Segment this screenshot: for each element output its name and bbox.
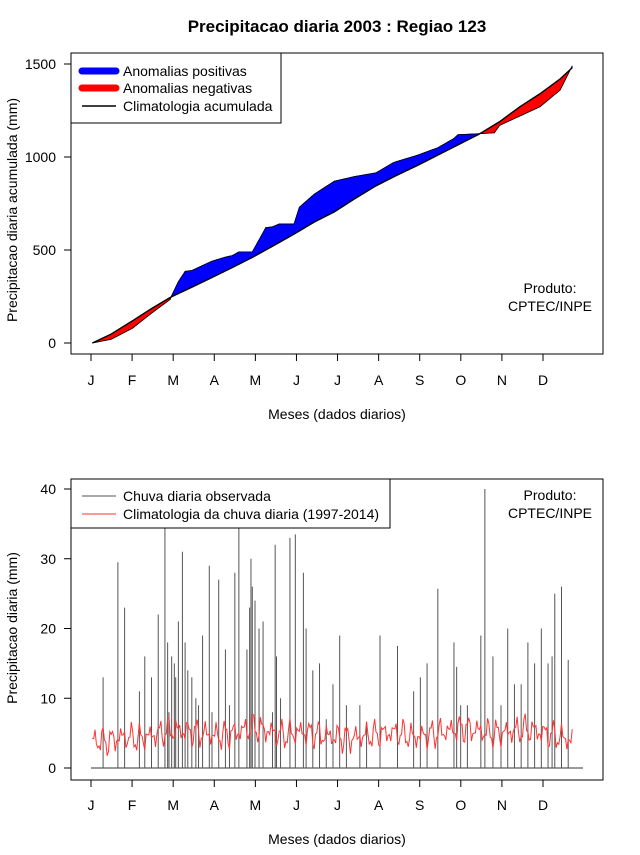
x-tick-label: D <box>538 372 548 388</box>
y-tick-label: 1500 <box>25 56 56 72</box>
x-tick-label: A <box>210 372 220 388</box>
x-tick-label: M <box>167 372 179 388</box>
climatology-cumulative-line <box>92 67 573 344</box>
annotation-produto-top: Produto: <box>524 280 577 296</box>
x-tick-label: A <box>374 372 384 388</box>
legend-label-negative: Anomalias negativas <box>123 80 252 96</box>
x-tick-label: O <box>455 797 466 813</box>
legend-label-climatology: Climatologia acumulada <box>123 98 273 114</box>
daily-observed-bars <box>102 489 569 768</box>
plot-box-top <box>70 52 604 355</box>
y-axis-top: 0 500 1000 1500 <box>25 56 71 351</box>
annotation-produto-bottom: Produto: <box>524 487 577 503</box>
x-tick-label: S <box>415 372 424 388</box>
legend-top: Anomalias positivas Anomalias negativas … <box>70 52 282 124</box>
x-tick-label: D <box>538 797 548 813</box>
legend-box-bottom <box>70 478 391 529</box>
x-tick-label: J <box>334 372 341 388</box>
observed-cumulative-line <box>92 65 573 344</box>
annotation-source-top: CPTEC/INPE <box>508 298 592 314</box>
x-axis-label-bottom: Meses (dados diarios) <box>268 831 406 847</box>
legend-label-observed: Chuva diaria observada <box>123 488 271 504</box>
y-tick-label: 0 <box>48 335 56 351</box>
x-tick-label: S <box>415 797 424 813</box>
chart-title: Precipitacao diaria 2003 : Regiao 123 <box>188 17 487 36</box>
x-tick-label: N <box>497 372 507 388</box>
y-tick-label: 0 <box>48 760 56 776</box>
y-axis-label-bottom: Precipitacao diaria (mm) <box>4 552 20 704</box>
y-tick-label: 10 <box>40 690 56 706</box>
x-tick-label: M <box>250 797 262 813</box>
x-tick-label: J <box>334 797 341 813</box>
y-tick-label: 1000 <box>25 149 56 165</box>
x-tick-label: F <box>128 372 137 388</box>
x-tick-label: J <box>293 797 300 813</box>
y-tick-label: 500 <box>33 242 57 258</box>
annotation-source-bottom: CPTEC/INPE <box>508 505 592 521</box>
daily-climatology-line <box>92 713 573 756</box>
y-tick-label: 40 <box>40 481 56 497</box>
x-tick-label: M <box>167 797 179 813</box>
daily-precip-chart: 0 10 20 30 40 J F M A M J J A S O N D Precipitacao diar… <box>4 478 604 847</box>
legend-bottom: Chuva diaria observada Climatologia da c… <box>70 478 391 529</box>
y-axis-bottom: 0 10 20 30 40 <box>40 481 71 776</box>
x-tick-label: J <box>88 797 95 813</box>
cumulative-precip-chart: 0 500 1000 1500 J F M A M J J A S O N D Precipitacao d… <box>4 52 604 422</box>
x-tick-label: O <box>455 372 466 388</box>
y-axis-label-top: Precipitacao diaria acumulada (mm) <box>4 98 20 322</box>
x-tick-label: A <box>210 797 220 813</box>
x-tick-label: J <box>293 372 300 388</box>
x-axis-label-top: Meses (dados diarios) <box>268 406 406 422</box>
legend-label-positive: Anomalias positivas <box>123 63 247 79</box>
y-tick-label: 30 <box>40 551 56 567</box>
x-tick-label: A <box>374 797 384 813</box>
x-tick-label: M <box>250 372 262 388</box>
x-tick-label: N <box>497 797 507 813</box>
y-tick-label: 20 <box>40 621 56 637</box>
x-tick-label: J <box>88 372 95 388</box>
legend-label-daily-climatology: Climatologia da chuva diaria (1997-2014) <box>123 506 379 522</box>
x-tick-label: F <box>128 797 137 813</box>
